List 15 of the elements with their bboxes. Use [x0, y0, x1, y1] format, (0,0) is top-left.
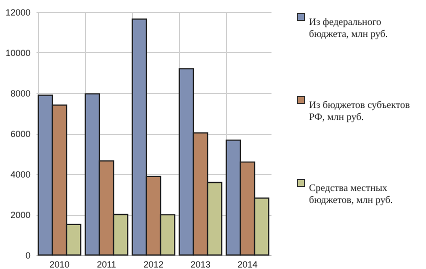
legend-label: Из федерального бюджета, млн руб. — [309, 17, 388, 40]
y-tick-label: 12000 — [5, 8, 30, 18]
x-tick-label: 2012 — [143, 260, 164, 269]
y-tick-label: 0 — [25, 250, 30, 260]
y-tick-label: 10000 — [5, 48, 30, 58]
y-tick-label: 4000 — [10, 170, 30, 180]
y-tick-label: 6000 — [10, 129, 30, 139]
x-tick-label: 2013 — [190, 260, 211, 269]
x-tick-label: 2014 — [237, 260, 258, 269]
x-tick-label: 2010 — [49, 260, 70, 269]
y-tick-label: 2000 — [10, 210, 30, 220]
x-tick-label: 2011 — [96, 260, 116, 269]
legend-label: Из бюджетов субъектов РФ, млн руб. — [309, 100, 410, 123]
y-tick-label: 8000 — [10, 88, 30, 98]
legend-label: Средства местных бюджетов, млн руб. — [309, 183, 393, 206]
